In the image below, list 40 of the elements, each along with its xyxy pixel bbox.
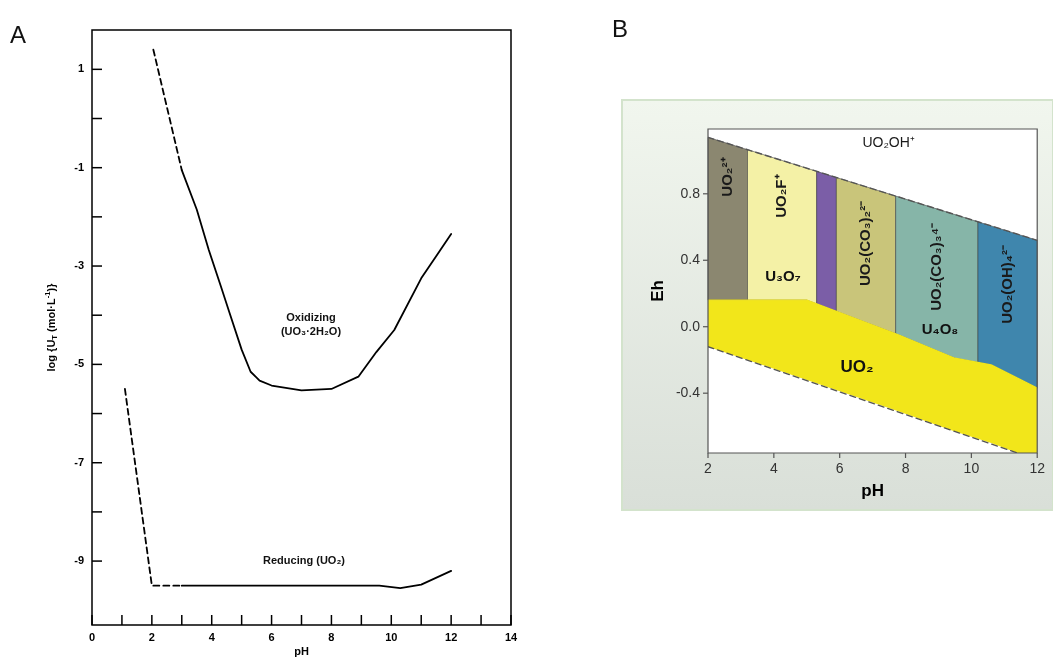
text: B [612, 14, 629, 42]
x-tick-label: 10 [963, 460, 980, 477]
x-axis-title: pH [294, 645, 309, 658]
y-axis-title: Eh [647, 280, 667, 302]
band-label: UO₂²⁺ [717, 157, 735, 197]
x-tick-label: 12 [445, 630, 458, 643]
band-label: UO₂OH⁺ [862, 133, 915, 150]
x-tick-label: 8 [328, 630, 335, 643]
text: A [10, 20, 27, 48]
y-tick-label: -0.4 [675, 384, 701, 401]
y-tick-label: 0.4 [680, 251, 701, 268]
y-tick-label: 1 [77, 62, 84, 75]
x-tick-label: 6 [835, 460, 844, 477]
annotation: U₃O₇ [765, 267, 801, 285]
annotation: UO₂ [840, 356, 874, 376]
y-tick-label: 0.0 [680, 317, 701, 334]
x-tick-label: 10 [385, 630, 398, 643]
band-label: UO₂(OH)₄²⁻ [997, 245, 1015, 324]
annotation: U₄O₈ [921, 320, 959, 338]
y-tick-label: -1 [74, 160, 84, 173]
band-label: UO₂(CO₃)₂²⁻ [856, 200, 874, 287]
x-tick-label: 0 [88, 630, 96, 643]
band-label: UO₂F⁺ [772, 174, 790, 218]
y-tick-label: -5 [74, 357, 84, 370]
x-tick-label: 14 [504, 630, 518, 643]
annotation: Oxidizing (UO₃·2H₂O) [280, 311, 342, 337]
y-tick-label: -9 [74, 554, 84, 567]
y-tick-label: 0.8 [680, 184, 701, 201]
x-tick-label: 2 [148, 630, 155, 643]
x-tick-label: 8 [901, 460, 910, 477]
x-tick-label: 2 [704, 460, 713, 477]
x-tick-label: 12 [1029, 460, 1046, 477]
annotation: Reducing (UO₂) [263, 554, 346, 567]
x-axis-title: pH [861, 480, 884, 500]
y-tick-label: -7 [74, 455, 84, 468]
y-tick-label: -3 [74, 259, 84, 272]
x-tick-label: 6 [268, 630, 275, 643]
x-tick-label: 4 [769, 460, 778, 477]
x-tick-label: 4 [208, 630, 216, 643]
band-label: UO₂(CO₃)₃⁴⁻ [926, 222, 944, 311]
